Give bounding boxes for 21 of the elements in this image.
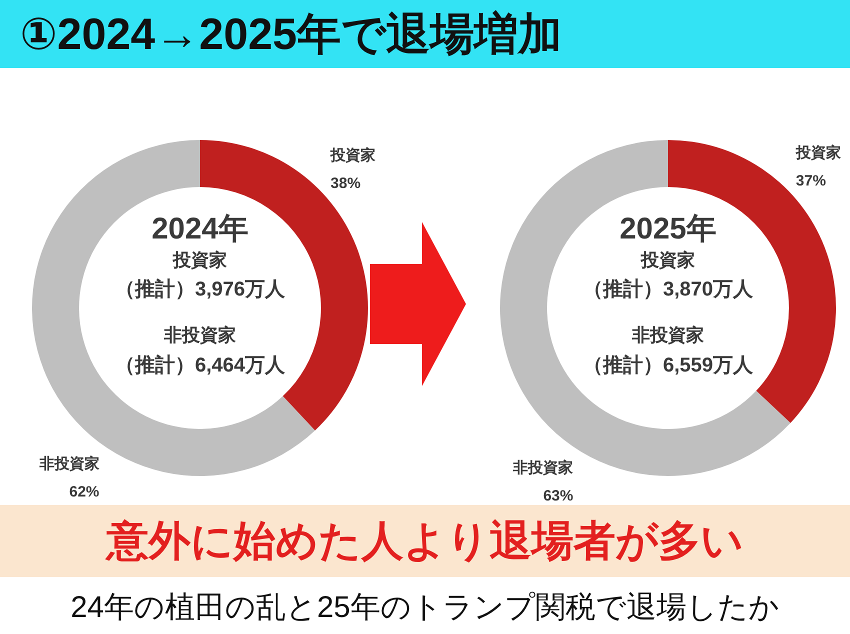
- text: 意外に始めた人より退場者が多い: [0, 505, 850, 577]
- slice-label: 投資家: [794, 143, 841, 162]
- text: 非投資家: [631, 324, 704, 345]
- text: 投資家: [172, 250, 227, 270]
- data-label: 38%: [330, 175, 361, 192]
- text: 2025年: [620, 212, 716, 246]
- text: 24年の植田の乱と25年のトランプ関税で退場したか: [70, 590, 780, 626]
- text: （推計）6,559万人: [582, 354, 754, 377]
- data-label: 63%: [543, 487, 574, 504]
- text: 投資家: [640, 250, 695, 270]
- text: （推計）3,976万人: [114, 278, 286, 301]
- data-label: 37%: [796, 172, 826, 190]
- text: （推計）6,464万人: [114, 354, 286, 377]
- text: ①2024→2025年で退場増加: [0, 0, 850, 68]
- slice-label: 投資家: [330, 146, 376, 164]
- text: 非投資家: [163, 324, 236, 345]
- text: （推計）3,870万人: [582, 278, 754, 301]
- slice-label: 非投資家: [38, 454, 100, 472]
- data-label: 62%: [69, 483, 100, 500]
- text: 2024年: [152, 212, 248, 246]
- slice-label: 非投資家: [512, 458, 574, 476]
